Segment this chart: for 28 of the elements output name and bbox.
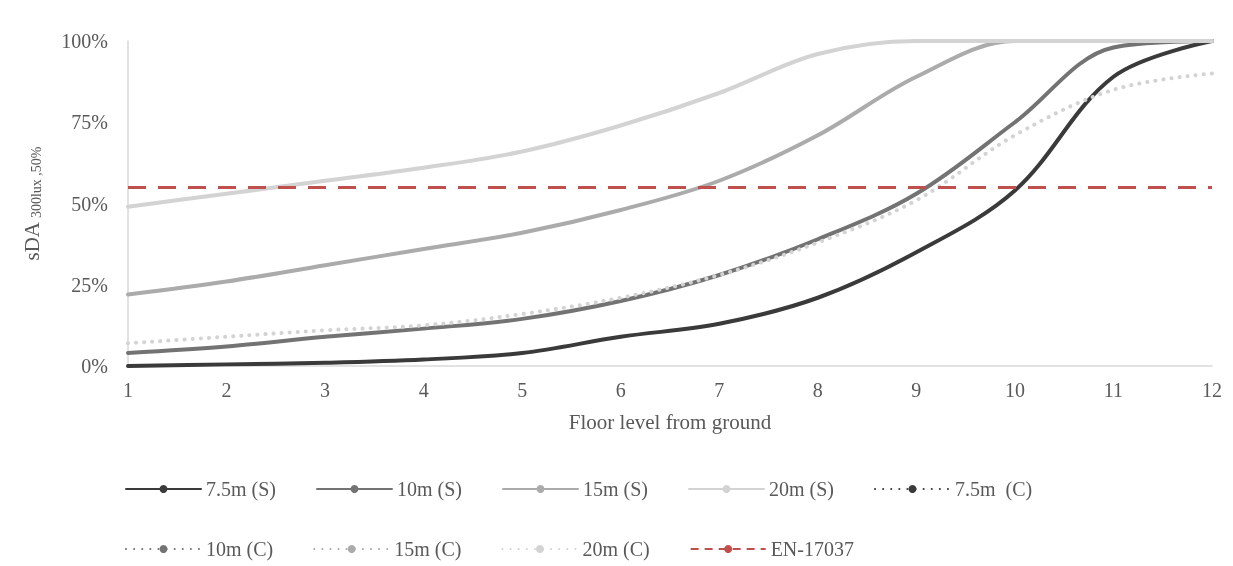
x-tick-label: 5 [517,379,528,401]
x-tick-label: 2 [221,379,232,401]
x-tick-label: 7 [714,379,725,401]
y-tick-label: 25% [71,273,108,296]
x-tick-label: 3 [320,379,331,401]
x-tick-label: 12 [1202,379,1222,401]
y-axis-title: sDA300lux ,50% [20,146,44,261]
x-tick-label: 6 [615,379,626,401]
y-tick-label: 75% [71,111,108,134]
legend-label: 20m (S) [769,478,834,501]
legend-label: EN-17037 [770,538,854,560]
legend-label: 10m (C) [206,538,274,561]
legend-label: 7.5m (S) [206,478,276,501]
legend-label: 7.5m (C) [955,478,1033,501]
y-tick-label: 50% [71,192,108,215]
legend-label: 15m (C) [394,538,462,561]
x-tick-label: 8 [812,379,823,401]
x-tick-label: 9 [911,379,922,401]
y-tick-label: 100% [61,30,108,52]
x-tick-label: 1 [123,379,133,401]
legend-label: 20m (C) [582,538,650,561]
x-tick-label: 11 [1103,379,1124,401]
x-tick-label: 10 [1004,379,1025,401]
x-axis-title: Floor level from ground [568,409,772,434]
legend-label: 10m (S) [397,478,462,501]
legend-label: 15m (S) [583,478,648,501]
y-tick-label: 0% [81,355,108,377]
x-tick-label: 4 [418,379,429,401]
